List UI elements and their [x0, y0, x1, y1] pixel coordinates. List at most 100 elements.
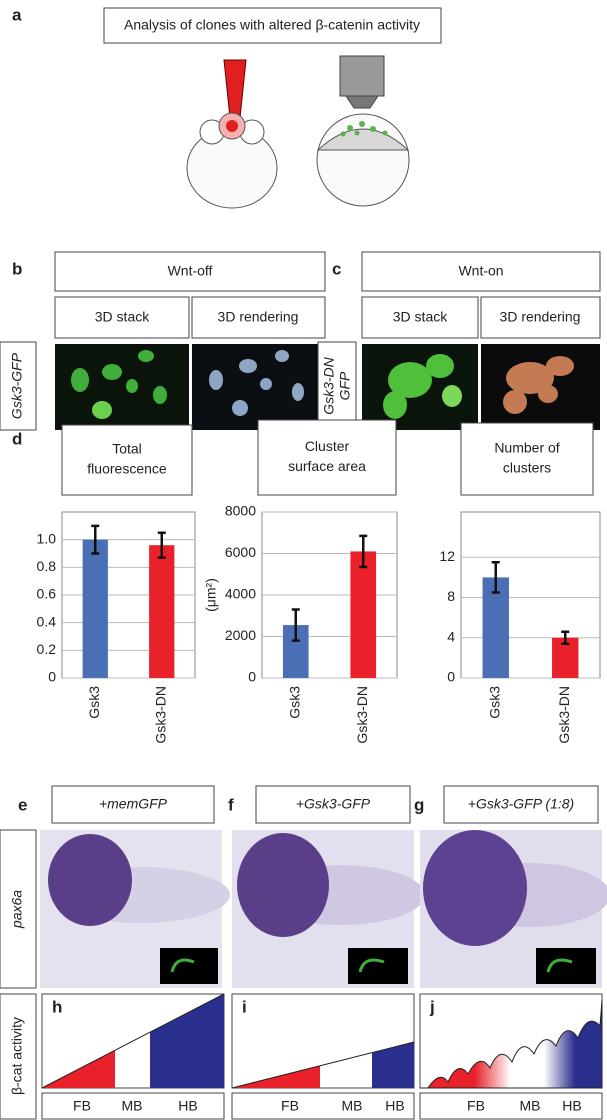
error-bar	[359, 534, 368, 569]
panel-label: e	[18, 795, 27, 814]
error-bar	[291, 608, 300, 642]
bar	[482, 577, 509, 678]
embryo-images	[40, 830, 607, 988]
panel-label: b	[12, 259, 22, 278]
y-tick-label: 0.8	[37, 558, 57, 574]
row-label-box	[0, 829, 37, 989]
column-box	[361, 296, 479, 339]
y-axis-label: (μm²)	[203, 578, 219, 612]
chart-title: Cluster	[305, 438, 350, 454]
region-label: MB	[122, 1098, 143, 1114]
error-bar	[157, 531, 166, 559]
title-box	[61, 424, 193, 496]
panel-title: +Gsk3-GFP (1:8)	[468, 796, 574, 812]
title-box	[460, 422, 594, 496]
y-tick-label: 2000	[225, 627, 256, 643]
panel-label: f	[228, 795, 234, 814]
cells	[383, 354, 462, 419]
row-label: Gsk3-DN	[321, 356, 337, 414]
column-box	[54, 296, 190, 339]
bar	[149, 545, 175, 678]
y-tick-label: 1.0	[37, 530, 57, 546]
panel-label: j	[429, 997, 435, 1016]
title-box	[51, 785, 215, 824]
rendering	[209, 350, 304, 416]
illustration	[186, 55, 410, 209]
bar	[350, 551, 377, 678]
error-bar	[491, 561, 500, 594]
y-tick-label: 0.6	[37, 586, 57, 602]
column-box	[480, 296, 601, 339]
y-tick-label: 4000	[225, 586, 256, 602]
region-labels	[41, 1092, 603, 1120]
x-tick-label: Gsk3-DN	[556, 686, 572, 744]
row-label: pax6a	[9, 890, 25, 929]
row-label: Gsk3-GFP	[9, 352, 25, 419]
cells	[71, 350, 167, 419]
condition: Wnt-off	[168, 263, 213, 279]
gradient-line	[231, 1041, 415, 1089]
x-tick-label: Gsk3	[286, 686, 302, 719]
row-label: GFP	[337, 371, 353, 400]
x-tick-label: Gsk3-DN	[354, 686, 370, 744]
chart-title: clusters	[503, 460, 551, 476]
column-label: 3D rendering	[218, 309, 299, 325]
x-tick-label: Gsk3	[86, 686, 102, 719]
hb-region	[150, 994, 224, 1088]
panel-title: +memGFP	[99, 796, 168, 812]
panel-label: a	[12, 5, 22, 24]
region-label: MB	[520, 1098, 541, 1114]
error-bar	[561, 630, 570, 646]
panel-label: h	[52, 997, 62, 1016]
row-label-box	[0, 341, 37, 431]
title-box	[257, 419, 397, 496]
panel-label: i	[242, 997, 247, 1016]
region-label: FB	[73, 1098, 91, 1114]
panel-title: +Gsk3-GFP	[296, 796, 371, 812]
panel-label: g	[414, 795, 424, 814]
region-label: FB	[467, 1098, 485, 1114]
chart-title: Number of	[494, 440, 559, 456]
condition-box	[54, 251, 326, 292]
title-box	[443, 785, 599, 824]
row-label-box	[0, 993, 37, 1120]
title-box	[103, 7, 442, 44]
column-label: 3D stack	[95, 309, 150, 325]
title-box	[255, 785, 411, 824]
chart-title: fluorescence	[87, 461, 167, 477]
charts: Total fluorescence 0 0.2 0.4 0.6 0.8 1.0 Gsk3 Gsk…	[37, 419, 601, 744]
chart-title: Total	[112, 441, 142, 457]
y-tick-label: 0.2	[37, 641, 57, 657]
panel-title: Analysis of clones with altered β-cateni…	[124, 17, 420, 33]
panel-label: d	[12, 429, 22, 448]
y-tick-label: 8	[447, 588, 455, 604]
y-tick-label: 6000	[225, 544, 256, 560]
condition: Wnt-on	[458, 263, 503, 279]
oscillating-gradient	[420, 999, 603, 1089]
bar	[82, 539, 108, 678]
y-tick-label: 0	[48, 669, 56, 685]
y-tick-label: 0	[447, 669, 455, 685]
region-label: HB	[562, 1098, 581, 1114]
chart-title: surface area	[288, 458, 366, 474]
y-tick-label: 0.4	[37, 613, 57, 629]
y-tick-label: 4	[447, 628, 455, 644]
x-tick-label: Gsk3	[486, 686, 502, 719]
region-label: HB	[385, 1098, 404, 1114]
region-label: HB	[178, 1098, 197, 1114]
plot-area	[460, 511, 601, 679]
x-tick-label: Gsk3-DN	[152, 686, 168, 744]
rendering	[503, 356, 574, 414]
panel-label: c	[332, 259, 341, 278]
gradient-line	[41, 993, 225, 1089]
y-tick-label: 8000	[225, 503, 256, 519]
column-label: 3D rendering	[500, 309, 581, 325]
row-label: β-cat activity	[9, 1017, 25, 1095]
hb-region	[372, 1042, 414, 1088]
column-box	[191, 296, 326, 339]
region-label: MB	[342, 1098, 363, 1114]
column-label: 3D stack	[393, 309, 448, 325]
error-bar	[91, 524, 100, 555]
